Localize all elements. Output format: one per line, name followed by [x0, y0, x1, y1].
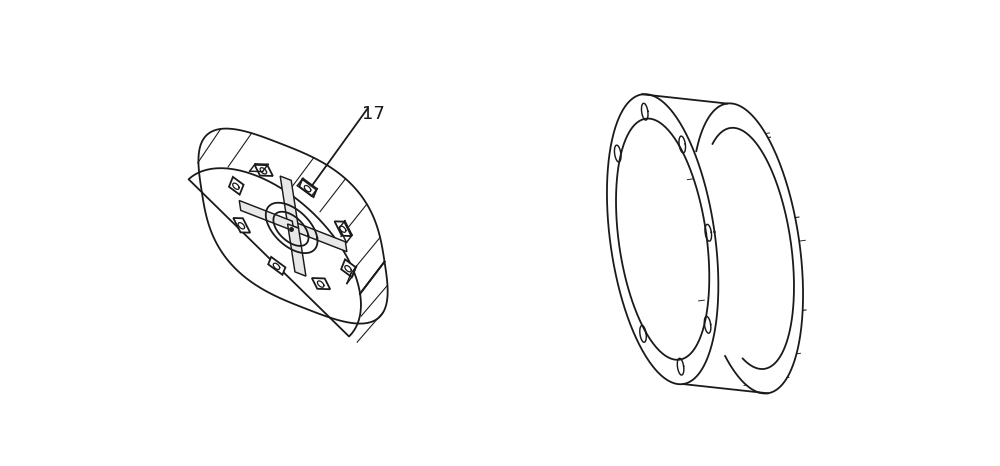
- Polygon shape: [229, 177, 244, 195]
- Polygon shape: [312, 278, 330, 289]
- Polygon shape: [280, 176, 299, 228]
- Text: 17: 17: [362, 105, 385, 123]
- Polygon shape: [268, 257, 285, 275]
- Polygon shape: [233, 218, 250, 233]
- Polygon shape: [335, 221, 351, 236]
- Polygon shape: [288, 224, 306, 276]
- Polygon shape: [239, 200, 294, 231]
- Polygon shape: [341, 260, 356, 277]
- Polygon shape: [292, 221, 347, 252]
- Polygon shape: [198, 129, 388, 323]
- Polygon shape: [299, 179, 316, 197]
- Polygon shape: [255, 165, 273, 176]
